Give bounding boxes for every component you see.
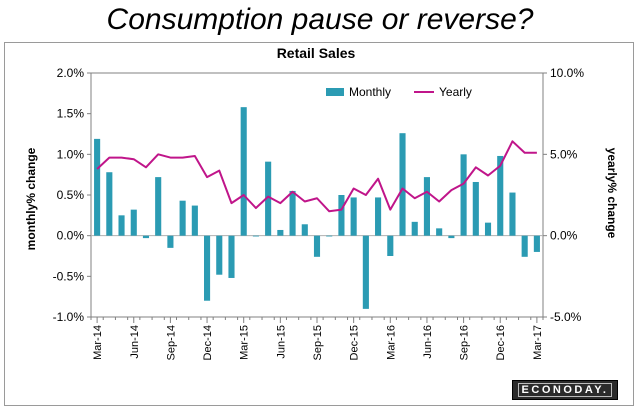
y2-tick-label: 5.0%: [550, 147, 578, 161]
monthly-bar: [179, 200, 186, 236]
monthly-bar: [94, 138, 101, 236]
chart-title: Retail Sales: [277, 45, 356, 61]
monthly-bar: [411, 221, 418, 236]
x-tick-label: Sep-16: [459, 325, 471, 360]
monthly-bar: [167, 235, 174, 248]
monthly-bar: [326, 235, 333, 237]
econoday-logo-text: ECONODAY.: [517, 383, 613, 397]
monthly-bar: [484, 222, 492, 236]
yearly-line-path: [96, 140, 537, 213]
monthly-bar: [460, 154, 467, 236]
monthly-bar: [399, 133, 406, 236]
monthly-bar: [448, 235, 455, 239]
retail-sales-chart: Retail Sales 2.0% 1.5% 1.0% 0.5% 0.0% -0.5% -1…: [24, 45, 619, 360]
plot-area: [90, 72, 544, 318]
y-tick-label: 1.5%: [57, 107, 85, 121]
monthly-bar: [362, 235, 369, 309]
chart-panel: Retail Sales 2.0% 1.5% 1.0% 0.5% 0.0% -0.5% -1…: [4, 42, 634, 406]
x-tick-label: Mar-14: [92, 325, 104, 360]
monthly-bar: [277, 229, 284, 236]
y-tick-label: 0.0%: [57, 229, 85, 243]
y-tick-label: 0.5%: [57, 188, 85, 202]
x-tick-label: Mar-16: [385, 325, 397, 360]
headline: Consumption pause or reverse?: [106, 3, 534, 36]
y2-tick-label: 0.0%: [550, 229, 578, 243]
yearly-line: [96, 140, 537, 213]
monthly-bar: [350, 197, 357, 236]
monthly-bar: [423, 177, 430, 236]
legend-yearly-label: Yearly: [439, 85, 472, 99]
monthly-bar: [338, 195, 345, 236]
monthly-bar: [497, 155, 504, 236]
monthly-bar: [289, 190, 296, 236]
x-tick-label: Dec-14: [202, 325, 214, 360]
monthly-bar: [472, 181, 479, 236]
x-tick-label: Dec-16: [495, 325, 507, 360]
legend: Monthly Yearly: [326, 85, 472, 99]
monthly-bar: [387, 235, 394, 256]
y-axis-label: monthly% change: [24, 147, 38, 250]
monthly-bar: [301, 224, 308, 236]
monthly-bar: [155, 177, 162, 236]
monthly-bar: [228, 235, 235, 278]
x-tick-label: Mar-17: [532, 325, 544, 360]
monthly-bar: [375, 197, 382, 236]
y2-tick-label: -5.0%: [550, 310, 582, 324]
monthly-bar: [521, 235, 528, 257]
monthly-bar: [142, 235, 150, 239]
plot-frame: [90, 72, 544, 318]
x-tick-label: Sep-14: [165, 325, 177, 360]
y2-tick-label: 10.0%: [550, 66, 584, 80]
y2-axis-label: yearly% change: [605, 148, 619, 239]
monthly-bar: [313, 235, 321, 257]
legend-monthly-swatch: [326, 88, 344, 96]
monthly-bars: [94, 107, 540, 309]
y-tick-label: 2.0%: [57, 66, 85, 80]
legend-monthly-label: Monthly: [349, 85, 391, 99]
monthly-bar: [509, 192, 516, 236]
x-tick-label: Jun-15: [275, 325, 287, 359]
econoday-logo: ECONODAY.: [512, 380, 618, 400]
monthly-bar: [130, 209, 137, 236]
monthly-bar: [216, 235, 223, 275]
y-tick-label: -0.5%: [53, 269, 85, 283]
y-tick-label: -1.0%: [53, 310, 85, 324]
x-tick-label: Dec-15: [349, 325, 361, 360]
axes: 2.0% 1.5% 1.0% 0.5% 0.0% -0.5% -1.0% 10.0% 5.0% 0…: [53, 66, 585, 360]
y-tick-label: 1.0%: [57, 147, 85, 161]
monthly-bar: [533, 235, 540, 252]
monthly-bar: [106, 172, 113, 236]
monthly-bar: [204, 235, 211, 301]
monthly-bar: [265, 161, 272, 236]
x-tick-label: Sep-15: [312, 325, 324, 360]
monthly-bar: [118, 215, 125, 236]
x-tick-label: Jun-16: [422, 325, 434, 359]
monthly-bar: [436, 228, 443, 236]
monthly-bar: [252, 235, 259, 237]
x-tick-label: Mar-15: [239, 325, 251, 360]
monthly-bar: [240, 107, 247, 236]
x-tick-label: Jun-14: [129, 325, 141, 359]
monthly-bar: [191, 205, 198, 236]
